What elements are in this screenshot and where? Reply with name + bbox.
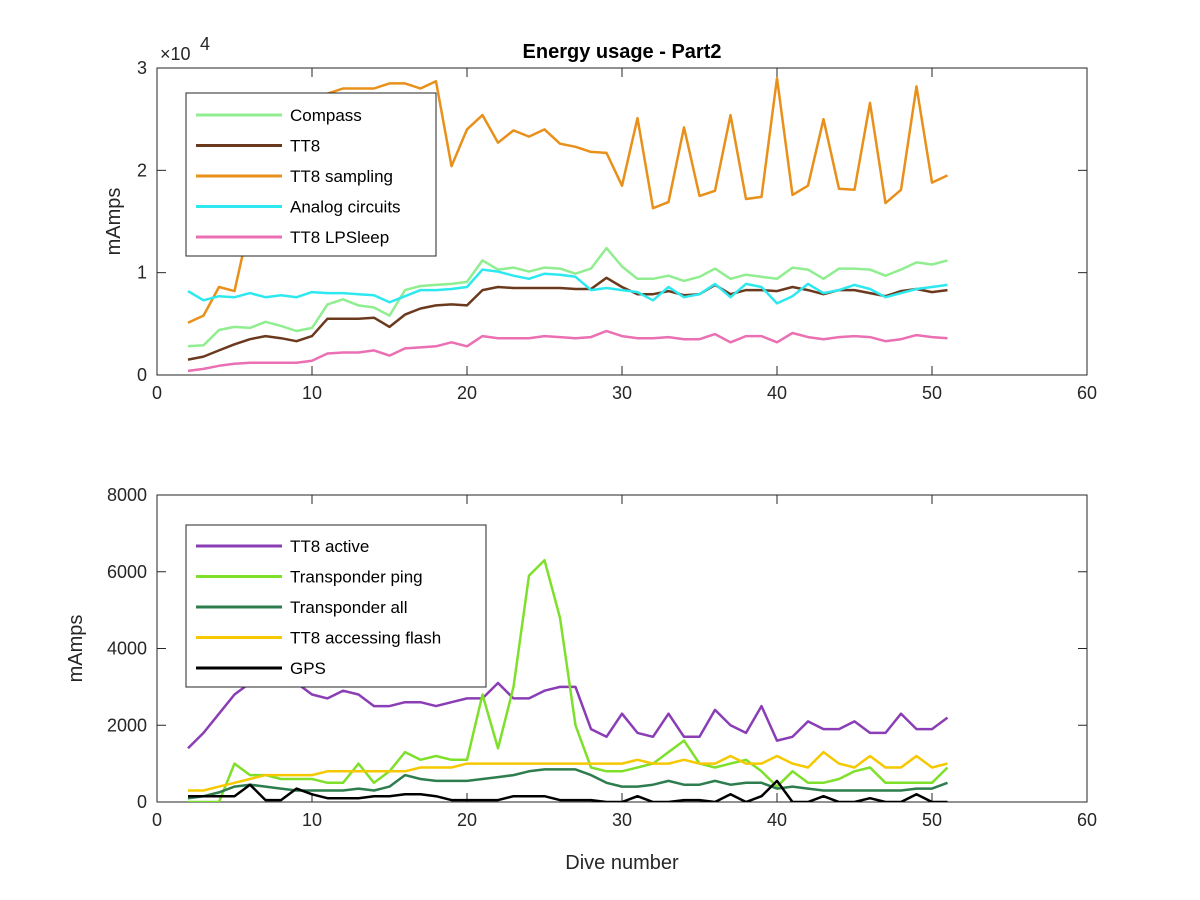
legend: TT8 active Transponder ping Transponder al… — [185, 524, 487, 688]
y-axis-label: mAmps — [65, 615, 87, 683]
legend-label: Analog circuits — [290, 198, 401, 217]
chart-title: Energy usage - Part2 — [523, 41, 722, 63]
x-tick-label: 50 — [922, 810, 942, 830]
legend-label: TT8 accessing flash — [290, 629, 441, 648]
top-chart: 0 10 20 30 40 50 60 0 1 2 3 mAmps Compass TT8 TT8 samp… — [103, 58, 1097, 403]
legend-label: Compass — [290, 106, 362, 125]
series-line-compass — [187, 246, 948, 348]
y-tick-label: 1 — [137, 263, 147, 283]
x-tick-label: 20 — [457, 810, 477, 830]
x-tick-label: 10 — [302, 810, 322, 830]
x-tick-label: 0 — [152, 383, 162, 403]
series-line-transponder-ping — [188, 558, 949, 802]
y-tick-label: 4000 — [107, 639, 147, 659]
legend: Compass TT8 TT8 sampling Analog circuits TT8… — [185, 92, 437, 257]
x-tick-label: 30 — [612, 810, 632, 830]
legend-label: Transponder ping — [290, 568, 423, 587]
series-line-tt8-active — [187, 677, 949, 750]
series-line-gps — [188, 779, 948, 802]
legend-label: TT8 active — [290, 537, 369, 556]
y-tick-label: 6000 — [107, 562, 147, 582]
legend-label: TT8 sampling — [290, 167, 393, 186]
y-axis-label: mAmps — [103, 188, 125, 256]
x-tick-label: 40 — [767, 383, 787, 403]
x-axis-label: Dive number — [565, 852, 679, 874]
series-line-tt8-accessing-flash — [188, 750, 948, 792]
x-tick-label: 20 — [457, 383, 477, 403]
x-tick-label: 60 — [1077, 383, 1097, 403]
y-tick-label: 2000 — [107, 715, 147, 735]
x-tick-label: 30 — [612, 383, 632, 403]
series-line-tt8-lpsleep — [187, 329, 948, 373]
legend-label: TT8 LPSleep — [290, 228, 389, 247]
series-line-transponder-all — [187, 768, 948, 800]
bottom-chart: 0 10 20 30 40 50 60 0 2000 4000 6000 8000 mAmps Dive … — [65, 485, 1097, 874]
y-tick-label: 0 — [137, 365, 147, 385]
y-tick-label: 2 — [137, 160, 147, 180]
y-exponent-power: 4 — [200, 34, 210, 54]
legend-label: GPS — [290, 659, 326, 678]
legend-label: Transponder all — [290, 598, 408, 617]
series-line-analog-circuits — [187, 268, 948, 305]
y-tick-label: 3 — [137, 58, 147, 78]
x-tick-label: 40 — [767, 810, 787, 830]
x-tick-label: 0 — [152, 810, 162, 830]
x-tick-label: 60 — [1077, 810, 1097, 830]
y-exponent-base: ×10 — [160, 44, 191, 64]
legend-label: TT8 — [290, 137, 320, 156]
x-tick-label: 10 — [302, 383, 322, 403]
series-line-tt8 — [187, 276, 948, 361]
y-exponent-label: ×10 4 — [160, 34, 210, 64]
y-tick-label: 8000 — [107, 485, 147, 505]
x-tick-label: 50 — [922, 383, 942, 403]
y-tick-label: 0 — [137, 792, 147, 812]
